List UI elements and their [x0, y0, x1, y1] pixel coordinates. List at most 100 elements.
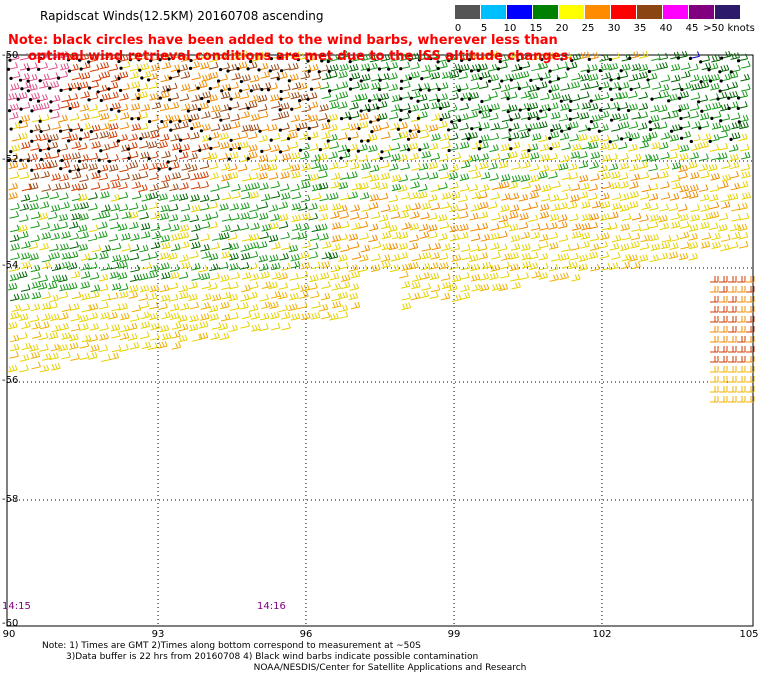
wind-barb [71, 141, 82, 150]
wind-barb [628, 121, 639, 130]
wind-barb [671, 82, 682, 91]
wind-barb [569, 121, 579, 130]
wind-barb [70, 313, 81, 322]
wind-barb [348, 171, 358, 179]
wind-barb [41, 353, 52, 361]
wind-barb [500, 173, 511, 182]
wind-barb [159, 133, 170, 142]
contamination-circle [457, 118, 462, 123]
wind-barb [79, 201, 90, 210]
wind-barb [571, 72, 581, 81]
wind-barb [208, 162, 219, 170]
contamination-circle [347, 137, 352, 141]
wind-barb [737, 386, 746, 393]
wind-barb [60, 100, 70, 109]
wind-barb [658, 252, 669, 261]
wind-barb [208, 211, 219, 220]
wind-barb [409, 261, 419, 270]
wind-barb [611, 192, 622, 201]
wind-barb [431, 101, 441, 110]
wind-barb [521, 260, 532, 269]
wind-barb [69, 113, 80, 121]
wind-barb [659, 203, 669, 212]
wind-barb [709, 201, 720, 210]
colorbar-swatch [637, 5, 662, 19]
wind-barb [208, 221, 218, 230]
wind-barb [588, 103, 599, 111]
wind-barb [580, 232, 591, 240]
wind-barb [290, 91, 301, 100]
wind-barb [468, 131, 478, 140]
wind-barb [638, 254, 649, 262]
wind-barb [328, 113, 339, 122]
wind-barb [637, 122, 648, 131]
contamination-circle [298, 148, 303, 152]
wind-barb [711, 152, 722, 161]
wind-barb [470, 203, 480, 212]
contamination-circle [130, 117, 134, 121]
wind-barb [438, 163, 449, 172]
wind-barb [190, 172, 200, 181]
wind-barb [398, 242, 409, 251]
wind-barb [628, 90, 638, 99]
contamination-circle [278, 56, 282, 60]
contamination-circle [328, 89, 332, 93]
wind-barb [179, 231, 190, 240]
contamination-circle [140, 76, 144, 80]
wind-barb [449, 70, 460, 79]
wind-barb [119, 254, 130, 263]
wind-barb [91, 124, 101, 133]
wind-barb [669, 134, 680, 142]
contamination-circle [710, 116, 714, 120]
wind-barb [367, 133, 378, 142]
wind-barb [109, 271, 120, 280]
contamination-circle [178, 149, 183, 153]
wind-barb [67, 262, 78, 270]
wind-barb [109, 140, 119, 149]
wind-barb [49, 294, 59, 303]
wind-barb [570, 194, 580, 203]
wind-barb [30, 303, 41, 312]
wind-barb [746, 326, 755, 333]
wind-barb [539, 240, 549, 249]
wind-barb [88, 103, 99, 112]
wind-barb [288, 141, 299, 150]
wind-barb [221, 91, 231, 100]
contamination-circle [516, 58, 520, 62]
wind-barb [540, 103, 551, 112]
wind-barb [218, 152, 229, 161]
wind-barb [600, 232, 610, 241]
wind-barb [80, 271, 91, 279]
wind-barb [600, 213, 610, 221]
wind-barb [720, 201, 731, 209]
wind-barb [120, 312, 130, 321]
wind-barb [648, 163, 658, 172]
wind-barb [590, 263, 600, 272]
wind-barb [638, 161, 649, 169]
wind-barb [431, 242, 442, 251]
wind-barb [150, 333, 160, 341]
contamination-circle [527, 149, 531, 153]
contamination-circle [36, 99, 41, 103]
wind-barb [10, 311, 20, 320]
contamination-circle [436, 66, 440, 71]
wind-barb [69, 342, 79, 350]
wind-barb [18, 132, 28, 141]
wind-barb [329, 162, 339, 170]
wind-barb [649, 172, 660, 181]
wind-barb [690, 143, 701, 152]
contamination-circle [729, 137, 733, 141]
contamination-circle [447, 148, 451, 153]
wind-barb [219, 51, 230, 59]
contamination-circle [626, 108, 631, 113]
wind-barb [229, 281, 239, 290]
contamination-circle [246, 67, 250, 71]
wind-barb [600, 142, 610, 151]
contamination-circle [109, 107, 114, 112]
contamination-circle [20, 87, 24, 91]
contamination-circle [77, 159, 82, 163]
wind-barb [711, 241, 721, 250]
wind-barb [369, 174, 380, 182]
wind-barb [69, 232, 79, 241]
wind-barb [290, 260, 301, 269]
